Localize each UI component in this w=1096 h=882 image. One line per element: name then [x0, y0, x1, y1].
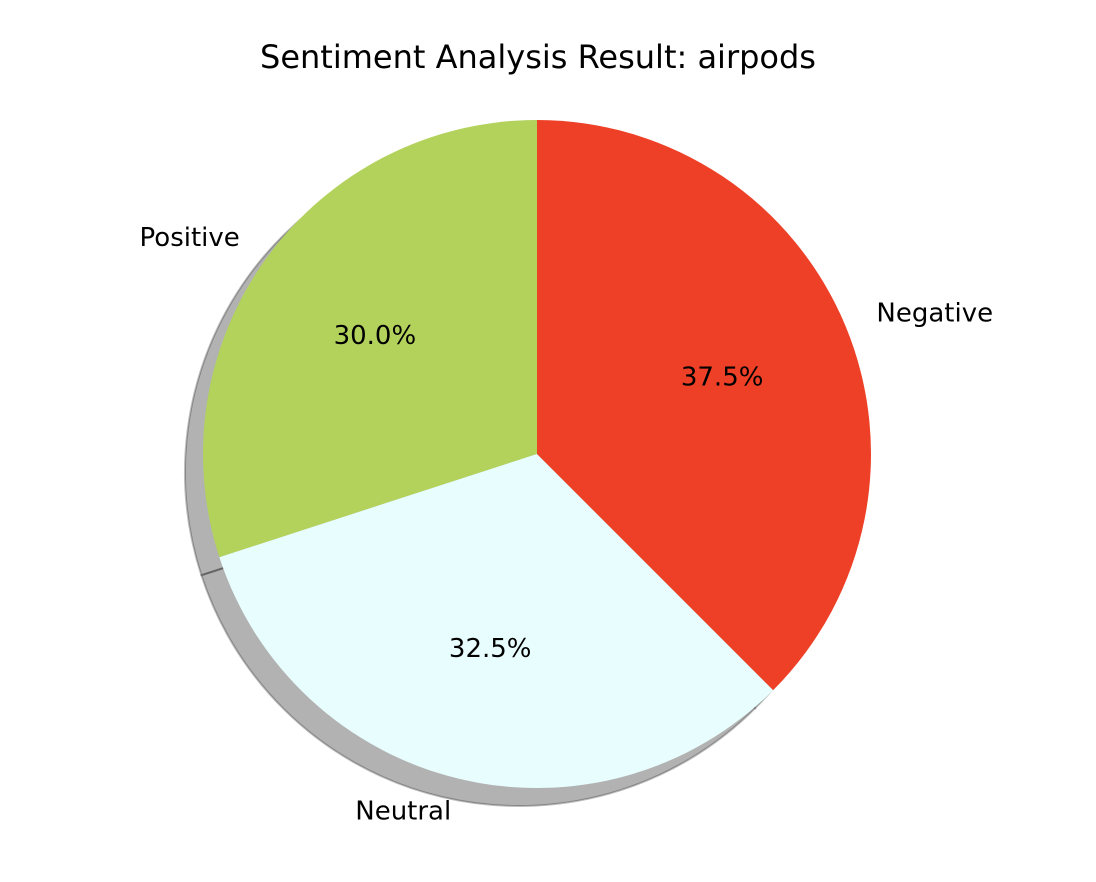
slice-pct-neutral: 32.5% [449, 634, 532, 664]
slice-positive [203, 120, 538, 558]
pie-slices [203, 120, 871, 788]
slice-label-neutral: Neutral [355, 796, 451, 826]
chart-title: Sentiment Analysis Result: airpods [260, 38, 816, 76]
pie-labels: Positive 30.0% Neutral 32.5% Negative 37.5% [140, 223, 994, 826]
slice-pct-negative: 37.5% [681, 362, 764, 392]
slice-label-negative: Negative [876, 298, 993, 328]
slice-negative [537, 120, 871, 691]
slice-pct-positive: 30.0% [334, 321, 417, 351]
slice-neutral [219, 454, 774, 788]
slice-label-positive: Positive [140, 223, 240, 253]
